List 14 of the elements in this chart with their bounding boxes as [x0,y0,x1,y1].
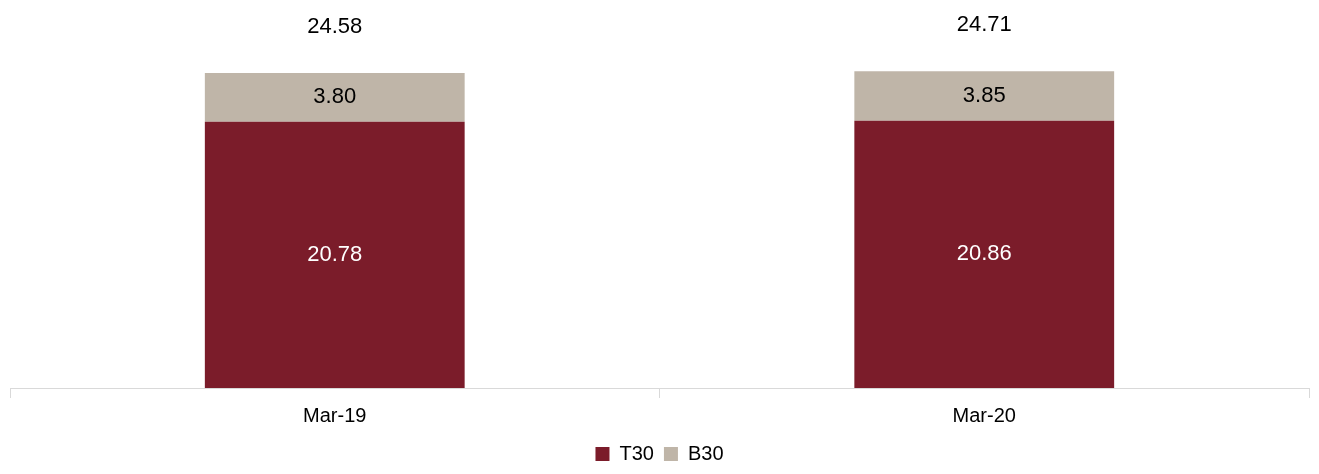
legend-label: B30 [687,441,724,464]
data-label: 3.85 [962,82,1006,108]
data-label: 3.80 [313,83,357,109]
bar [204,121,465,388]
data-label: 20.78 [307,240,363,266]
x-tick-label: Mar-19 [303,403,367,426]
legend-label: T30 [619,441,654,464]
data-label: 20.86 [956,240,1012,266]
x-tick-label: Mar-20 [952,403,1016,426]
bar [854,71,1115,121]
total-label: 24.71 [956,11,1012,37]
total-label: 24.58 [307,13,363,39]
bar [854,120,1115,388]
bar [204,73,465,122]
